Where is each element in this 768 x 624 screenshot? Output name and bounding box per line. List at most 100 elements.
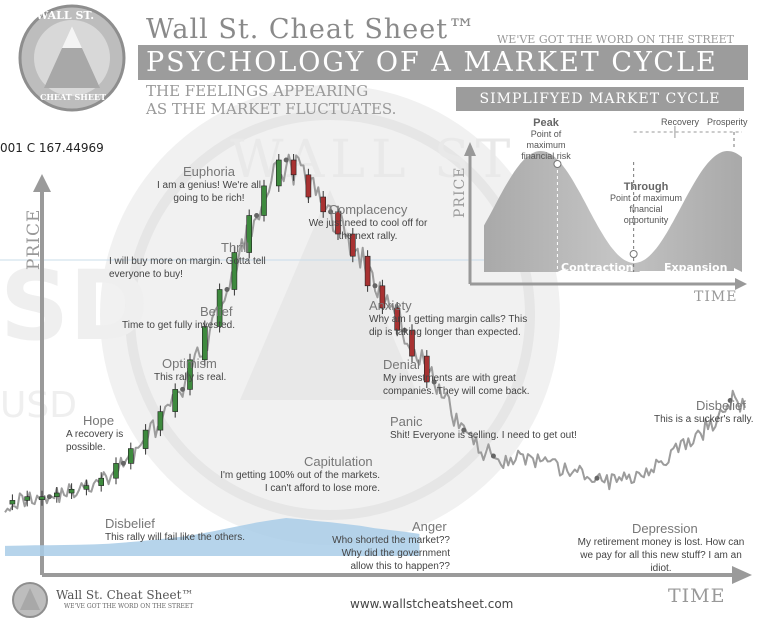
contraction-arrow-head-icon [557,268,566,276]
stage-anxiety: Anxiety Why am I getting margin calls? Th… [369,299,539,339]
stage-note: My retirement money is lost. How can we … [577,537,745,574]
through-note: Point of maximum financial opportunity [609,193,683,225]
candle-body [231,252,238,290]
watermark-seal-ring [125,110,535,520]
stage-anger: Anger Who shorted the market?? Why did th… [328,520,450,573]
inset-y-arrow-icon [464,142,476,156]
candle-body [349,233,356,257]
candle-body [9,500,16,505]
stage-marker [490,453,496,459]
candle-body [53,492,60,497]
subtitle-line-2: AS THE MARKET FLUCTUATES. [146,100,397,118]
expansion-arrow-head-icon [734,268,742,276]
footer-brand: Wall St. Cheat Sheet™ [56,588,194,602]
candle-body [113,463,119,479]
candle-body [216,289,223,327]
candle-body [320,196,327,213]
stage-disbelief-2: Disbelief This is a sucker's rally. [654,399,754,426]
stage-name: Anxiety [369,298,412,313]
footer-logo [12,582,48,618]
inset-x-arrow-icon [735,278,747,290]
trough-marker [629,250,638,258]
volume-area [5,518,420,556]
stage-name: Belief [200,304,233,319]
inset-x-axis-label: TIME [694,289,738,305]
candle-body [290,159,297,176]
stage-note: I will buy more on margin. Gotta tell ev… [109,256,266,280]
stage-optimism: Optimism This rally is real. [154,357,226,384]
stage-note: Time to get fully invested. [122,320,236,331]
main-x-axis-label: TIME [668,585,726,607]
stage-marker [283,157,289,163]
footer-url[interactable]: www.wallstcheatsheet.com [350,597,514,611]
stage-note: Shit! Everyone is selling. I need to get… [390,430,577,441]
candle-body [261,185,267,216]
candle-body [305,174,312,198]
stage-note: I am a genius! We're all going to be ric… [157,180,261,204]
candle-body [394,307,401,331]
candle-body [157,411,164,431]
expansion-label: Expansion [664,261,728,274]
stage-name: Denial [383,357,420,372]
stage-depression: Depression My retirement money is lost. H… [576,522,746,575]
stage-marker [372,283,378,289]
stage-name: Depression [632,521,698,536]
watermark-sd-text: SD [0,250,149,362]
stage-marker [727,398,733,403]
logo-top-text: WALL ST. [36,9,95,22]
inset-y-axis-label: PRICE [452,166,468,218]
stage-complacency: Complacency We just need to cool off for … [308,203,428,243]
prosperity-label: Prosperity [707,117,748,127]
stage-hope: Hope A recovery is possible. [66,414,130,454]
candle-body [379,285,386,309]
peak-note: Point of maximum financial risk [521,129,571,161]
candle-body [409,329,415,357]
stage-name: Disbelief [696,398,746,413]
stage-note: My investments are with great companies.… [383,373,530,397]
pyramid-icon [44,26,100,88]
stage-marker [402,327,408,333]
watermark-pyramid [240,190,420,400]
candle-body [83,485,90,490]
stage-name: Complacency [328,202,408,217]
stage-capitulation: Capitulation I'm getting 100% out of the … [218,455,380,495]
contraction-label: Contraction [561,261,634,274]
stage-name: Capitulation [304,454,373,469]
stage-denial: Denial My investments are with great comp… [383,358,539,398]
stage-name: Optimism [162,356,217,371]
candle-body [142,429,149,449]
peak-marker [553,160,562,168]
stage-note: This is a sucker's rally. [654,414,754,425]
main-y-axis-label: PRICE [24,208,44,270]
stage-marker [46,494,52,500]
simplified-cycle-chart [464,126,747,290]
watermark-usd-text: USD [0,385,77,426]
eye-icon [62,26,82,48]
stage-marker [594,475,600,481]
stage-name: Anger [412,519,447,534]
brand-name: Wall St. Cheat Sheet™ [146,14,477,45]
stage-name: Euphoria [182,164,236,179]
cycle-area [484,151,742,272]
logo-bottom-text: CHEAT SHEET [40,92,107,102]
stage-euphoria: Euphoria I am a genius! We're all going t… [146,165,272,205]
simplified-cycle-title: SIMPLIFYED MARKET CYCLE [456,87,744,111]
recovery-label: Recovery [661,117,700,127]
candle-body [187,359,193,390]
stage-note: Who shorted the market?? Why did the gov… [332,535,450,572]
candle-body [423,355,430,383]
stage-belief: Belief Time to get fully invested. [122,305,235,332]
stage-disbelief-1: Disbelief This rally will fail like the o… [105,517,245,544]
candle-body [98,477,104,486]
stage-note: This rally will fail like the others. [105,532,246,543]
stage-thrill: Thrill I will buy more on margin. Gotta t… [109,241,277,281]
pyramid-icon [20,588,40,610]
candle-body [39,496,45,501]
candle-body [68,488,75,494]
stage-marker [461,427,467,433]
inset-through: Through Point of maximum financial opport… [606,182,686,226]
x-axis-arrow-icon [732,566,752,584]
candle-body [246,215,252,253]
